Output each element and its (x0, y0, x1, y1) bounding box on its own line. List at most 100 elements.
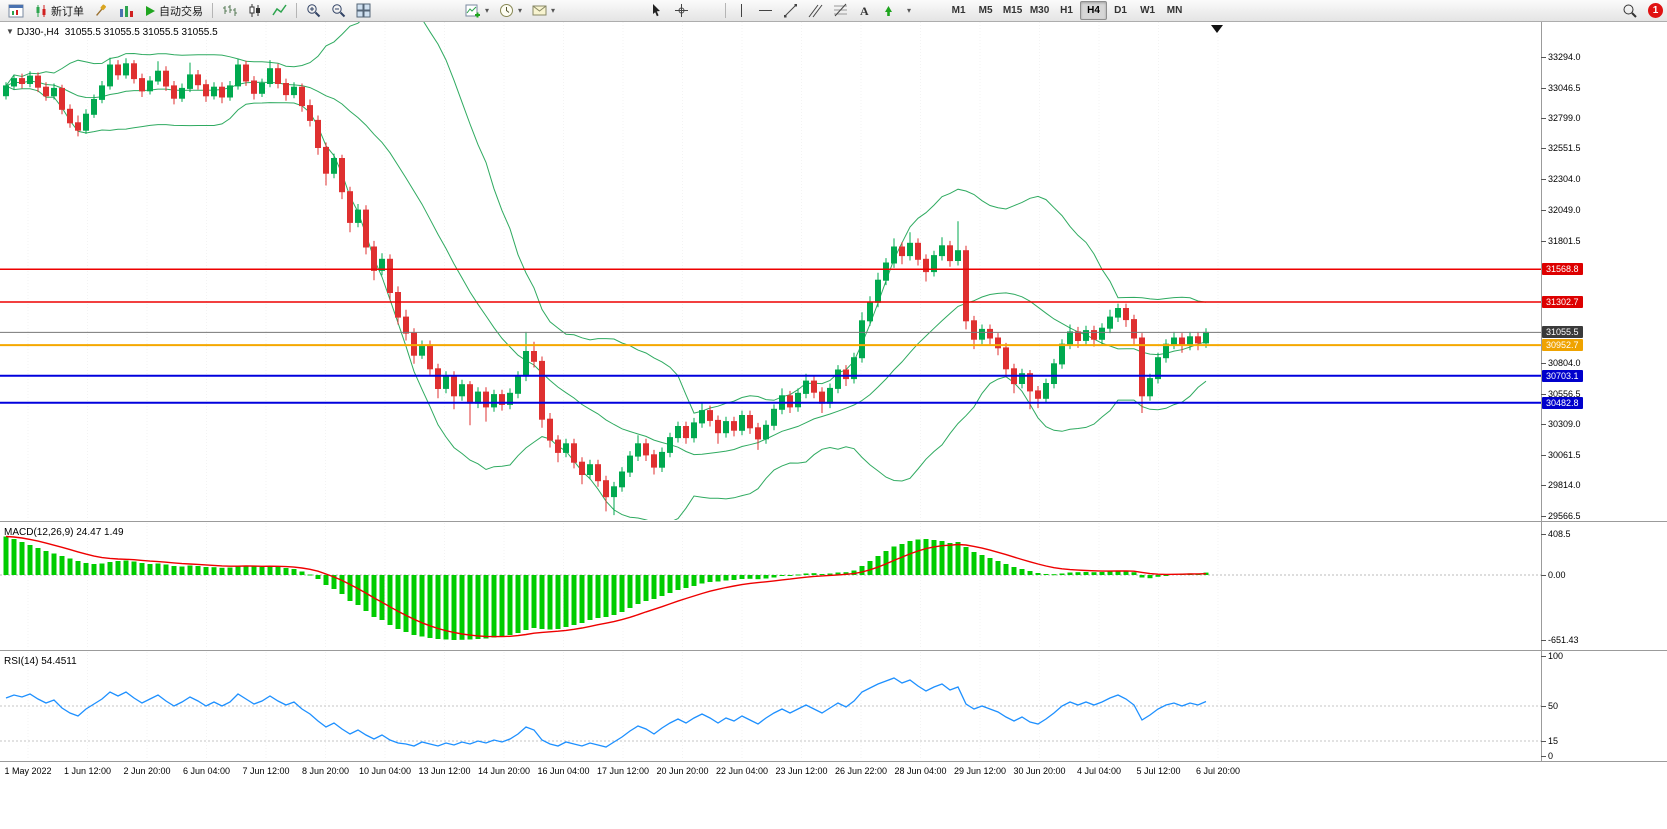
candle (955, 221, 961, 266)
price-level-badge: 30482.8 (1542, 397, 1583, 409)
pane-splitter[interactable] (0, 761, 1667, 762)
candle (1019, 368, 1025, 389)
timeframe-button-H4[interactable]: H4 (1080, 1, 1108, 20)
profiles-button[interactable]: ▾ (495, 1, 526, 21)
candle (299, 83, 305, 112)
timeframe-button-H1[interactable]: H1 (1060, 5, 1073, 16)
pane-splitter[interactable] (0, 521, 1667, 522)
time-axis-label: 28 Jun 04:00 (894, 766, 947, 776)
candle (491, 389, 497, 412)
macd-bar (59, 556, 65, 575)
alerts-button[interactable]: ▾ (528, 1, 559, 21)
chart-window-icon[interactable] (4, 1, 28, 21)
notification-badge[interactable]: 1 (1648, 3, 1663, 18)
candle (859, 312, 865, 363)
timeframe-button-D1[interactable]: D1 (1114, 5, 1127, 16)
macd-bar (1107, 571, 1113, 575)
macd-bar (587, 575, 593, 620)
macd-bar (195, 566, 201, 575)
price-axis-tick (1541, 424, 1546, 425)
candle (1051, 358, 1057, 389)
candle (75, 115, 81, 137)
rsi-axis-label: 15 (1548, 736, 1559, 746)
candle (235, 58, 241, 90)
candle (187, 62, 193, 93)
macd-bar (555, 575, 561, 629)
candle (275, 63, 281, 89)
macd-bar (867, 561, 873, 575)
price-axis-border (1541, 22, 1542, 761)
pane-splitter[interactable] (0, 650, 1667, 651)
channel-tool[interactable] (804, 1, 827, 21)
zoom-out-button[interactable] (327, 1, 350, 21)
price-axis-tick (1541, 455, 1546, 456)
time-axis-label: 6 Jul 20:00 (1195, 766, 1241, 776)
candle (587, 459, 593, 480)
rsi-pane[interactable] (0, 652, 1541, 760)
macd-bar (347, 575, 353, 601)
bar-chart-type-button[interactable] (218, 1, 241, 21)
macd-axis-tick (1541, 534, 1546, 535)
arrows-tool[interactable] (877, 1, 900, 21)
crosshair-button[interactable] (670, 1, 693, 21)
horizontal-line-tool[interactable] (754, 1, 777, 21)
candle (59, 84, 65, 115)
candle (19, 73, 25, 89)
candle (1115, 303, 1121, 322)
tile-windows-button[interactable] (352, 1, 375, 21)
one-click-trading-arrow[interactable]: ▼ (6, 27, 14, 36)
search-icon[interactable] (1618, 1, 1642, 21)
candle (459, 379, 465, 401)
timeframe-button-MN[interactable]: MN (1166, 5, 1183, 16)
macd-bar (851, 570, 857, 575)
price-axis-label: 30556.5 (1548, 389, 1581, 399)
timeframe-button-W1[interactable]: W1 (1140, 5, 1156, 16)
charts-icon[interactable] (115, 1, 138, 21)
candle (259, 78, 265, 97)
candle (355, 204, 361, 228)
time-axis-label: 4 Jul 04:00 (1076, 766, 1122, 776)
auto-trading-button[interactable]: 自动交易 (140, 1, 207, 21)
hammer-icon[interactable] (90, 1, 113, 21)
trendline-tool[interactable] (779, 1, 802, 21)
vertical-line-tool[interactable] (731, 1, 752, 21)
fibonacci-tool[interactable] (829, 1, 852, 21)
timeframe-button-M5[interactable]: M5 (978, 5, 993, 16)
timeframe-button-M1[interactable]: M1 (951, 5, 966, 16)
objects-dropdown[interactable]: ▾ (902, 1, 915, 21)
chart-shift-marker[interactable] (1211, 25, 1223, 33)
new-chart-button[interactable]: ▾ (461, 1, 493, 21)
candlestick-chart-type-button[interactable] (243, 1, 266, 21)
macd-bar (443, 575, 449, 640)
macd-pane[interactable] (0, 523, 1541, 649)
macd-bar (1027, 571, 1033, 575)
macd-bar (971, 552, 977, 575)
zoom-in-button[interactable] (302, 1, 325, 21)
macd-bar (67, 558, 73, 575)
macd-indicator-label: MACD(12,26,9) 24.47 1.49 (4, 527, 124, 538)
price-level-badge: 31568.8 (1542, 263, 1583, 275)
macd-axis-tick (1541, 575, 1546, 576)
price-chart[interactable] (0, 22, 1541, 520)
dropdown-caret: ▾ (518, 6, 523, 15)
macd-bar (979, 555, 985, 575)
timeframe-button-M30[interactable]: M30 (1029, 5, 1050, 16)
rsi-axis-tick (1541, 756, 1546, 757)
text-tool[interactable]: A (854, 1, 875, 21)
macd-bar (3, 536, 9, 575)
candle (307, 99, 313, 127)
macd-bar (1091, 572, 1097, 575)
cursor-button[interactable] (645, 1, 668, 21)
macd-bar (275, 566, 281, 575)
timeframe-button-M15[interactable]: M15 (1002, 5, 1023, 16)
line-chart-type-button[interactable] (268, 1, 291, 21)
candle (899, 242, 905, 265)
macd-bar (523, 575, 529, 630)
macd-bar (419, 575, 425, 637)
candle (747, 410, 753, 434)
price-axis-tick (1541, 57, 1546, 58)
macd-bar (371, 575, 377, 617)
candle (1131, 314, 1137, 346)
new-order-button[interactable]: 新订单 (30, 1, 88, 21)
candle (163, 66, 169, 91)
